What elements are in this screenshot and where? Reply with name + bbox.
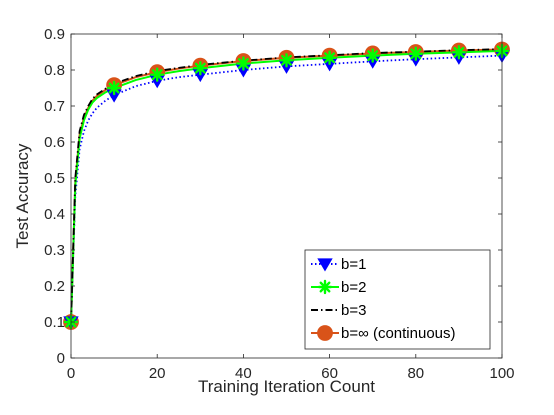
y-tick-label: 0.7 xyxy=(44,98,65,115)
y-tick-label: 0.4 xyxy=(44,206,65,223)
legend-marker xyxy=(317,325,333,341)
y-tick-label: 0.9 xyxy=(44,26,65,43)
asterisk-stroke xyxy=(453,46,465,58)
asterisk-stroke xyxy=(237,58,249,69)
x-tick-label: 100 xyxy=(489,365,514,382)
series-marker xyxy=(106,80,122,96)
legend-label: b=3 xyxy=(341,302,366,319)
asterisk-stroke xyxy=(108,82,120,94)
asterisk-stroke xyxy=(151,69,163,81)
y-axis-label: Test Accuracy xyxy=(13,143,32,248)
series-line xyxy=(70,48,503,323)
series-marker xyxy=(408,46,423,61)
asterisk-stroke xyxy=(319,281,331,293)
y-tick-label: 0.2 xyxy=(44,278,65,295)
legend-label: b=2 xyxy=(341,279,366,296)
legend-marker xyxy=(317,258,333,272)
series-marker xyxy=(193,61,208,76)
y-tick-label: 0.1 xyxy=(44,314,65,331)
series-marker xyxy=(279,53,294,68)
y-axis-ticks: 0 0.1 0.2 0.3 0.4 0.5 0.6 0.7 0.8 0.9 xyxy=(44,26,502,367)
legend: b=1 b=2 b=3 b=∞ (continuous) xyxy=(304,249,491,350)
asterisk-stroke xyxy=(324,52,336,64)
y-tick-label: 0.6 xyxy=(44,134,65,151)
y-tick-label: 0 xyxy=(57,350,65,367)
series-marker xyxy=(365,48,380,63)
series-marker xyxy=(322,50,337,65)
x-axis-ticks: 0 20 40 60 80 100 xyxy=(67,34,515,382)
x-tick-label: 0 xyxy=(67,365,75,382)
asterisk-stroke xyxy=(367,50,379,62)
asterisk-stroke xyxy=(194,62,206,74)
asterisk-stroke xyxy=(281,54,292,66)
series-marker xyxy=(149,67,165,82)
x-tick-label: 20 xyxy=(149,365,166,382)
x-tick-label: 60 xyxy=(321,365,338,382)
y-tick-label: 0.3 xyxy=(44,242,65,259)
legend-label: b=1 xyxy=(341,256,366,273)
plot-frame xyxy=(70,33,503,359)
series-marker xyxy=(236,56,251,71)
legend-marker xyxy=(317,279,333,295)
y-tick-label: 0.5 xyxy=(44,170,65,187)
series-marker xyxy=(451,45,467,60)
asterisk-stroke xyxy=(410,48,422,60)
x-tick-label: 80 xyxy=(407,365,424,382)
x-tick-label: 40 xyxy=(235,365,252,382)
x-axis-label: Training Iteration Count xyxy=(198,377,375,396)
legend-label: b=∞ (continuous) xyxy=(341,325,456,342)
y-tick-label: 0.8 xyxy=(44,62,65,79)
